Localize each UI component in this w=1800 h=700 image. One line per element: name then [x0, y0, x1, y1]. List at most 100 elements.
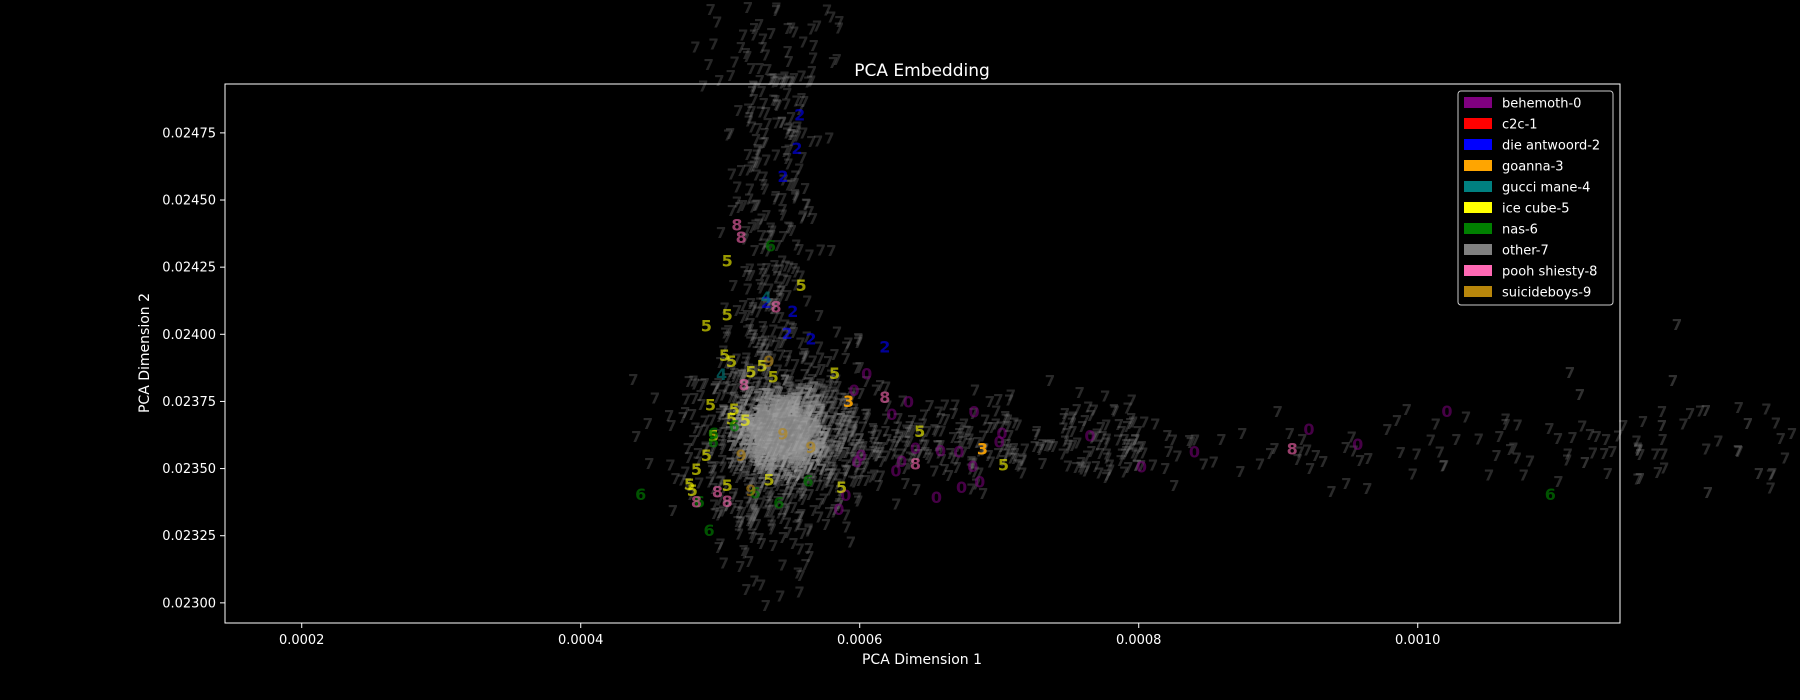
- point-other-7: 7: [772, 430, 782, 448]
- point-other-7: 7: [1484, 467, 1494, 485]
- point-other-7: 7: [769, 420, 779, 438]
- point-other-7: 7: [757, 414, 767, 432]
- point-other-7: 7: [688, 372, 698, 390]
- point-other-7: 7: [783, 471, 793, 489]
- point-other-7: 7: [831, 465, 841, 483]
- point-other-7: 7: [746, 444, 756, 462]
- point-other-7: 7: [793, 390, 803, 408]
- point-other-7: 7: [1209, 453, 1219, 471]
- point-other-7: 7: [1544, 420, 1554, 438]
- point-other-7: 7: [764, 406, 774, 424]
- point-other-7: 7: [764, 416, 774, 434]
- point-other-7: 7: [717, 432, 727, 450]
- point-other-7: 7: [722, 498, 732, 516]
- point-other-7: 7: [826, 437, 836, 455]
- point-other-7: 7: [803, 424, 813, 442]
- point-other-7: 7: [744, 474, 754, 492]
- point-other-7: 7: [831, 418, 841, 436]
- point-other-7: 7: [784, 397, 794, 415]
- point-other-7: 7: [729, 365, 739, 383]
- point-other-7: 7: [797, 407, 807, 425]
- point-other-7: 7: [792, 415, 802, 433]
- point-other-7: 7: [761, 417, 771, 435]
- point-other-7: 7: [797, 419, 807, 437]
- point-other-7: 7: [778, 443, 788, 461]
- point-other-7: 7: [782, 425, 792, 443]
- point-behemoth-0: 0: [856, 446, 867, 465]
- point-other-7: 7: [731, 416, 741, 434]
- point-other-7: 7: [757, 474, 767, 492]
- point-other-7: 7: [851, 413, 861, 431]
- point-other-7: 7: [797, 380, 807, 398]
- point-other-7: 7: [783, 417, 793, 435]
- point-other-7: 7: [780, 399, 790, 417]
- point-other-7: 7: [828, 470, 838, 488]
- point-other-7: 7: [770, 427, 780, 445]
- point-other-7: 7: [717, 441, 727, 459]
- point-other-7: 7: [785, 432, 795, 450]
- point-other-7: 7: [786, 419, 796, 437]
- point-other-7: 7: [745, 433, 755, 451]
- point-other-7: 7: [793, 452, 803, 470]
- point-other-7: 7: [774, 453, 784, 471]
- point-other-7: 7: [741, 581, 751, 599]
- point-other-7: 7: [800, 400, 810, 418]
- point-other-7: 7: [1585, 426, 1595, 444]
- point-other-7: 7: [807, 385, 817, 403]
- point-other-7: 7: [791, 454, 801, 472]
- point-other-7: 7: [770, 412, 780, 430]
- point-other-7: 7: [774, 431, 784, 449]
- point-other-7: 7: [797, 437, 807, 455]
- point-ice cube-5: 5: [722, 251, 733, 270]
- point-die antwoord-2: 2: [794, 106, 805, 125]
- point-other-7: 7: [771, 448, 781, 466]
- point-other-7: 7: [764, 418, 774, 436]
- point-other-7: 7: [788, 403, 798, 421]
- point-other-7: 7: [774, 384, 784, 402]
- point-other-7: 7: [755, 417, 765, 435]
- point-other-7: 7: [837, 435, 847, 453]
- point-other-7: 7: [759, 393, 769, 411]
- point-other-7: 7: [767, 463, 777, 481]
- point-other-7: 7: [787, 390, 797, 408]
- point-other-7: 7: [791, 452, 801, 470]
- point-other-7: 7: [810, 432, 820, 450]
- point-other-7: 7: [781, 441, 791, 459]
- point-other-7: 7: [771, 474, 781, 492]
- point-other-7: 7: [819, 390, 829, 408]
- point-other-7: 7: [760, 432, 770, 450]
- point-other-7: 7: [780, 450, 790, 468]
- point-other-7: 7: [783, 392, 793, 410]
- point-other-7: 7: [726, 363, 736, 381]
- point-other-7: 7: [779, 422, 789, 440]
- point-other-7: 7: [761, 441, 771, 459]
- point-other-7: 7: [751, 448, 761, 466]
- point-other-7: 7: [797, 427, 807, 445]
- point-other-7: 7: [766, 437, 776, 455]
- point-ice cube-5: 5: [740, 411, 751, 430]
- point-other-7: 7: [758, 444, 768, 462]
- point-other-7: 7: [756, 408, 766, 426]
- point-other-7: 7: [769, 409, 779, 427]
- point-other-7: 7: [782, 413, 792, 431]
- point-other-7: 7: [751, 445, 761, 463]
- point-other-7: 7: [718, 401, 728, 419]
- point-other-7: 7: [789, 432, 799, 450]
- point-other-7: 7: [683, 440, 693, 458]
- point-other-7: 7: [758, 436, 768, 454]
- legend-label: behemoth-0: [1502, 97, 1581, 112]
- point-other-7: 7: [765, 458, 775, 476]
- point-other-7: 7: [783, 453, 793, 471]
- point-other-7: 7: [736, 513, 746, 531]
- point-other-7: 7: [786, 448, 796, 466]
- point-other-7: 7: [770, 433, 780, 451]
- point-other-7: 7: [665, 456, 675, 474]
- point-other-7: 7: [935, 437, 945, 455]
- point-behemoth-0: 0: [974, 473, 985, 492]
- point-other-7: 7: [788, 440, 798, 458]
- point-ice cube-5: 5: [829, 364, 840, 383]
- point-other-7: 7: [752, 444, 762, 462]
- point-other-7: 7: [853, 492, 863, 510]
- point-other-7: 7: [773, 493, 783, 511]
- point-other-7: 7: [785, 443, 795, 461]
